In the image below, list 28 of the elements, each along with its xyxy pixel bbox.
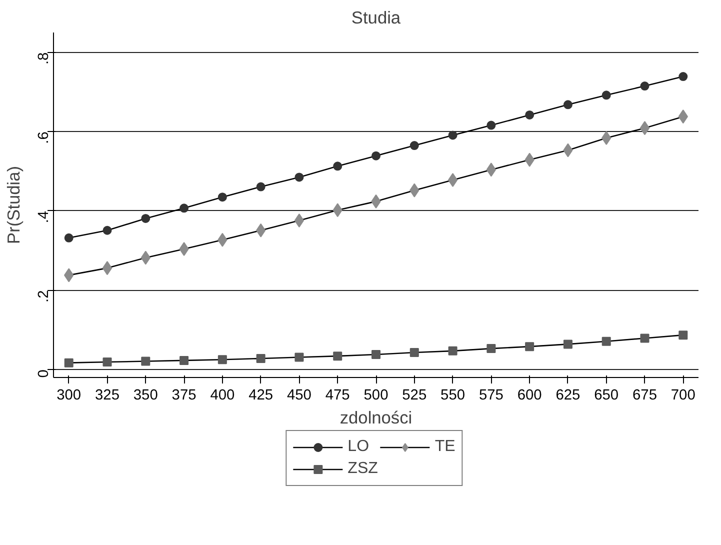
y-tick-label: 0 — [36, 370, 52, 378]
x-tick-label: 650 — [594, 388, 619, 404]
x-tick-label: 500 — [364, 388, 388, 404]
chart-title: Studia — [351, 8, 401, 28]
y-tick-label: .2 — [36, 290, 52, 302]
x-tick-label: 625 — [556, 388, 580, 404]
x-tick-label: 350 — [133, 388, 158, 404]
x-tick-label: 550 — [440, 388, 466, 404]
y-tick-label: .6 — [36, 132, 52, 144]
x-tick-label: 600 — [517, 388, 542, 404]
y-tick-label: .4 — [36, 210, 52, 224]
x-tick-label: 400 — [210, 388, 235, 404]
x-tick-label: 325 — [95, 388, 120, 404]
x-tick-label: 300 — [56, 388, 82, 404]
x-axis-title: zdolności — [340, 408, 412, 428]
x-tick-label: 525 — [402, 388, 427, 404]
x-tick-label: 375 — [172, 388, 196, 404]
x-tick-label: 700 — [670, 388, 696, 404]
x-tick-label: 675 — [632, 388, 657, 404]
legend-label: ZSZ — [348, 460, 378, 478]
x-tick-label: 425 — [248, 388, 274, 404]
legend-label: LO — [348, 438, 370, 456]
x-tick-label: 475 — [325, 388, 350, 404]
x-tick-label: 575 — [478, 388, 504, 404]
y-tick-label: .8 — [36, 52, 52, 65]
y-axis-title: Pr(Studia) — [4, 166, 24, 244]
x-tick-label: 450 — [286, 388, 312, 404]
legend-label: TE — [434, 438, 456, 456]
